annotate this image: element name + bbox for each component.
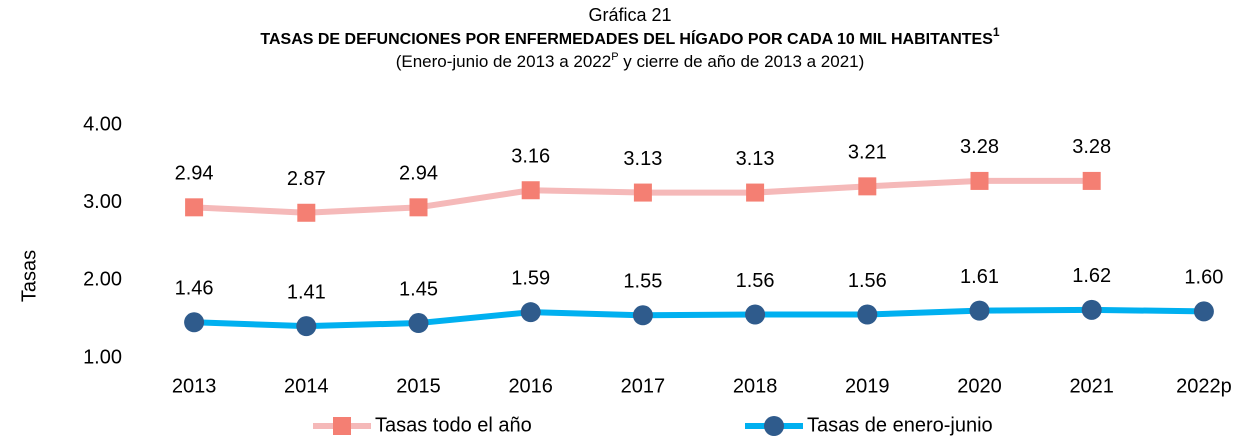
x-tick-label: 2015 [396,375,441,397]
subtitle-after: y cierre de año de 2013 a 2021) [619,52,865,71]
x-tick-label: 2021 [1069,375,1114,397]
point-marker [969,300,990,321]
data-label: 3.16 [511,146,550,168]
chart-subtitle: (Enero-junio de 2013 a 2022P y cierre de… [396,51,865,72]
point-marker [520,302,541,323]
chart-title: TASAS DE DEFUNCIONES POR ENFERMEDADES DE… [260,25,1000,48]
x-tick-label: 2018 [733,375,778,397]
point-marker [632,305,653,326]
data-label: 1.46 [175,278,214,300]
data-label: 3.28 [1072,136,1111,158]
legend-label: Tasas todo el año [375,414,532,436]
data-label: 1.56 [848,270,887,292]
y-tick-label: 3.00 [83,191,122,213]
data-label: 1.55 [623,271,662,293]
title-superscript: 1 [993,25,1000,39]
x-tick-label: 2020 [957,375,1002,397]
point-marker [858,177,877,196]
point-marker [857,304,878,325]
legend-marker [333,417,351,435]
x-tick-label: 2019 [845,375,890,397]
x-tick-label: 2022p [1176,375,1232,397]
y-tick-label: 4.00 [83,113,122,135]
data-label: 3.13 [623,148,662,170]
legend-label: Tasas de enero-junio [807,414,993,436]
data-label: 3.28 [960,136,999,158]
point-marker [409,198,428,217]
x-tick-label: 2017 [621,375,666,397]
data-label: 1.45 [399,278,438,300]
data-label: 3.13 [736,148,775,170]
point-marker [296,316,317,337]
chart-label: Gráfica 21 [588,5,671,25]
data-label: 1.59 [511,267,550,289]
data-label: 1.61 [960,266,999,288]
data-label: 2.94 [175,163,214,185]
data-label: 1.41 [287,281,326,303]
subtitle-superscript: P [611,51,618,63]
title-text: TASAS DE DEFUNCIONES POR ENFERMEDADES DE… [260,29,993,48]
point-marker [745,304,766,325]
point-marker [184,312,205,333]
point-marker [1081,299,1102,320]
point-marker [1082,171,1101,190]
subtitle-before: (Enero-junio de 2013 a 2022 [396,52,612,71]
x-tick-label: 2016 [508,375,553,397]
data-label: 3.21 [848,142,887,164]
y-tick-label: 2.00 [83,269,122,291]
data-label: 2.87 [287,168,326,190]
x-tick-label: 2013 [172,375,217,397]
y-tick-label: 1.00 [83,346,122,368]
point-marker [970,171,989,190]
series-line [193,306,1204,330]
data-label: 1.62 [1072,265,1111,287]
point-marker [297,203,316,222]
point-marker [633,183,652,202]
data-label: 1.56 [736,270,775,292]
point-marker [1193,301,1214,322]
point-marker [408,313,429,334]
data-label: 1.60 [1184,267,1223,289]
y-axis-label: Tasas [18,250,40,302]
point-marker [746,183,765,202]
data-label: 2.94 [399,163,438,185]
point-marker [521,181,540,200]
legend-marker [764,416,784,436]
point-marker [185,198,204,217]
x-tick-label: 2014 [284,375,329,397]
